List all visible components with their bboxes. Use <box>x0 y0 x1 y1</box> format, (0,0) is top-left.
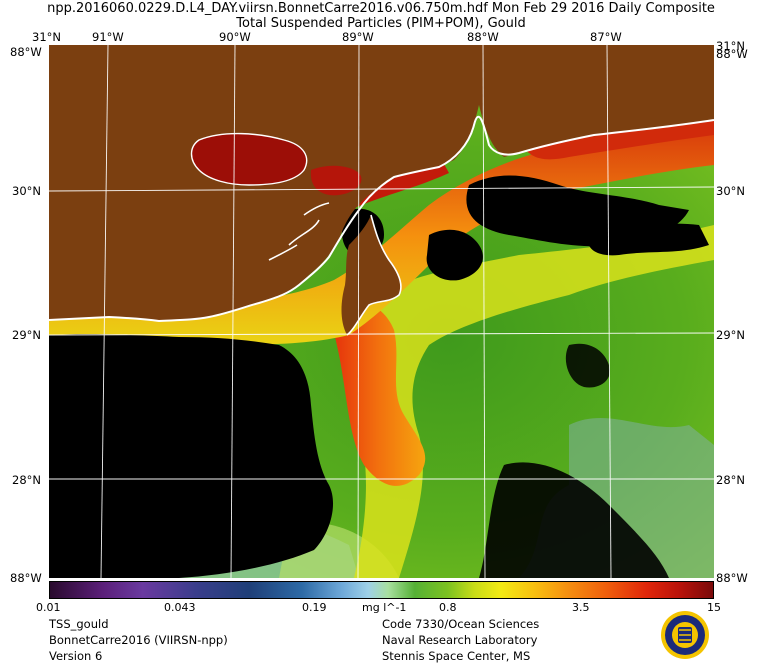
navy-seal-icon <box>660 610 710 660</box>
region-name: BonnetCarre2016 (VIIRSN-npp) <box>49 633 228 647</box>
lat-label-29-right: 29°N <box>716 328 745 342</box>
footer-left: TSS_gould BonnetCarre2016 (VIIRSN-npp) V… <box>49 616 228 664</box>
no-data-west <box>49 334 334 578</box>
lon-label-91: 91°W <box>92 30 124 44</box>
lat-label-30-right: 30°N <box>716 184 745 198</box>
cbar-tick-3: 0.8 <box>439 601 457 614</box>
lon-label-90: 90°W <box>219 30 251 44</box>
org-code: Code 7330/Ocean Sciences <box>382 617 540 631</box>
cbar-tick-0: 0.01 <box>36 601 61 614</box>
cbar-tick-2: 0.19 <box>302 601 327 614</box>
cbar-tick-5: 15 <box>707 601 721 614</box>
cbar-unit: mg l^-1 <box>362 601 407 614</box>
org-location: Stennis Space Center, MS <box>382 649 531 663</box>
lon-label-89: 89°W <box>342 30 374 44</box>
cbar-tick-1: 0.043 <box>164 601 196 614</box>
graticule <box>49 45 714 578</box>
title-line-2: Total Suspended Particles (PIM+POM), Gou… <box>236 16 526 31</box>
edge-label-right-bottom: 88°W <box>716 571 748 585</box>
lat-label-29-left: 29°N <box>12 328 41 342</box>
lat-label-31-top: 31°N <box>32 30 61 44</box>
lon-label-87: 87°W <box>590 30 622 44</box>
yellow-band <box>354 225 714 578</box>
edge-label-left-top: 88°W <box>10 45 42 59</box>
lat-label-31-right: 31°N <box>716 39 745 53</box>
edge-label-left-bottom: 88°W <box>10 571 42 585</box>
tss-map[interactable] <box>49 45 714 578</box>
mississippi-delta <box>341 215 401 335</box>
coastline <box>49 115 714 323</box>
org-name: Naval Research Laboratory <box>382 633 538 647</box>
shelf-waters <box>49 125 714 346</box>
footer-center: Code 7330/Ocean Sciences Naval Research … <box>382 616 539 664</box>
product-name: TSS_gould <box>49 617 109 631</box>
cbar-tick-4: 3.5 <box>572 601 590 614</box>
land-area <box>49 45 714 321</box>
lake-pontchartrain <box>191 133 307 185</box>
lon-label-88: 88°W <box>467 30 499 44</box>
lat-label-30-left: 30°N <box>12 184 41 198</box>
sediment-plume <box>331 298 426 486</box>
colorbar <box>49 581 714 599</box>
lat-label-28-right: 28°N <box>716 473 745 487</box>
edge-label-right-top: 88°W <box>716 47 748 61</box>
version-label: Version 6 <box>49 649 103 663</box>
title-line-1: npp.2016060.0229.D.L4_DAY.viirsn.BonnetC… <box>47 1 715 16</box>
lat-label-28-left: 28°N <box>12 473 41 487</box>
